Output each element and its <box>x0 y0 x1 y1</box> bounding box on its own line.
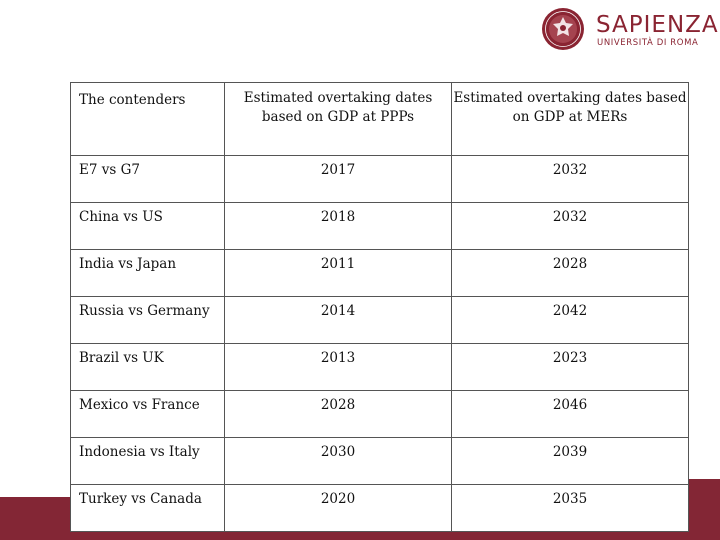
table-row: Indonesia vs Italy 2030 2039 <box>70 437 689 485</box>
cell-ppp: 2030 <box>224 437 452 485</box>
header-contenders: The contenders <box>70 82 225 156</box>
logo-name: SAPIENZA <box>596 12 719 38</box>
table-row: Russia vs Germany 2014 2042 <box>70 296 689 344</box>
cell-ppp: 2011 <box>224 249 452 297</box>
cell-ppp: 2018 <box>224 202 452 250</box>
cell-mer: 2028 <box>451 249 689 297</box>
cell-mer: 2039 <box>451 437 689 485</box>
cell-ppp: 2013 <box>224 343 452 391</box>
table-row: Mexico vs France 2028 2046 <box>70 390 689 438</box>
cell-mer: 2032 <box>451 155 689 203</box>
cell-mer: 2035 <box>451 484 689 532</box>
table-header-row: The contenders Estimated overtaking date… <box>70 82 689 156</box>
cell-mer: 2042 <box>451 296 689 344</box>
cell-ppp: 2014 <box>224 296 452 344</box>
table-row: Brazil vs UK 2013 2023 <box>70 343 689 391</box>
cell-mer: 2023 <box>451 343 689 391</box>
cell-mer: 2032 <box>451 202 689 250</box>
sapienza-seal-icon <box>542 8 584 50</box>
logo-subtitle: UNIVERSITÀ DI ROMA <box>597 38 699 48</box>
cell-contenders: Mexico vs France <box>70 390 225 438</box>
header-ppp: Estimated overtaking dates based on GDP … <box>224 82 452 156</box>
cell-contenders: India vs Japan <box>70 249 225 297</box>
cell-mer: 2046 <box>451 390 689 438</box>
cell-contenders: China vs US <box>70 202 225 250</box>
cell-contenders: E7 vs G7 <box>70 155 225 203</box>
header-mer: Estimated overtaking dates based on GDP … <box>451 82 689 156</box>
cell-contenders: Russia vs Germany <box>70 296 225 344</box>
university-logo: SAPIENZA UNIVERSITÀ DI ROMA <box>540 6 718 56</box>
cell-ppp: 2017 <box>224 155 452 203</box>
overtaking-dates-table: The contenders Estimated overtaking date… <box>70 82 689 532</box>
cell-contenders: Brazil vs UK <box>70 343 225 391</box>
cell-contenders: Turkey vs Canada <box>70 484 225 532</box>
cell-contenders: Indonesia vs Italy <box>70 437 225 485</box>
table-row: Turkey vs Canada 2020 2035 <box>70 484 689 532</box>
table-row: India vs Japan 2011 2028 <box>70 249 689 297</box>
table-row: E7 vs G7 2017 2032 <box>70 155 689 203</box>
cell-ppp: 2020 <box>224 484 452 532</box>
cell-ppp: 2028 <box>224 390 452 438</box>
table-row: China vs US 2018 2032 <box>70 202 689 250</box>
